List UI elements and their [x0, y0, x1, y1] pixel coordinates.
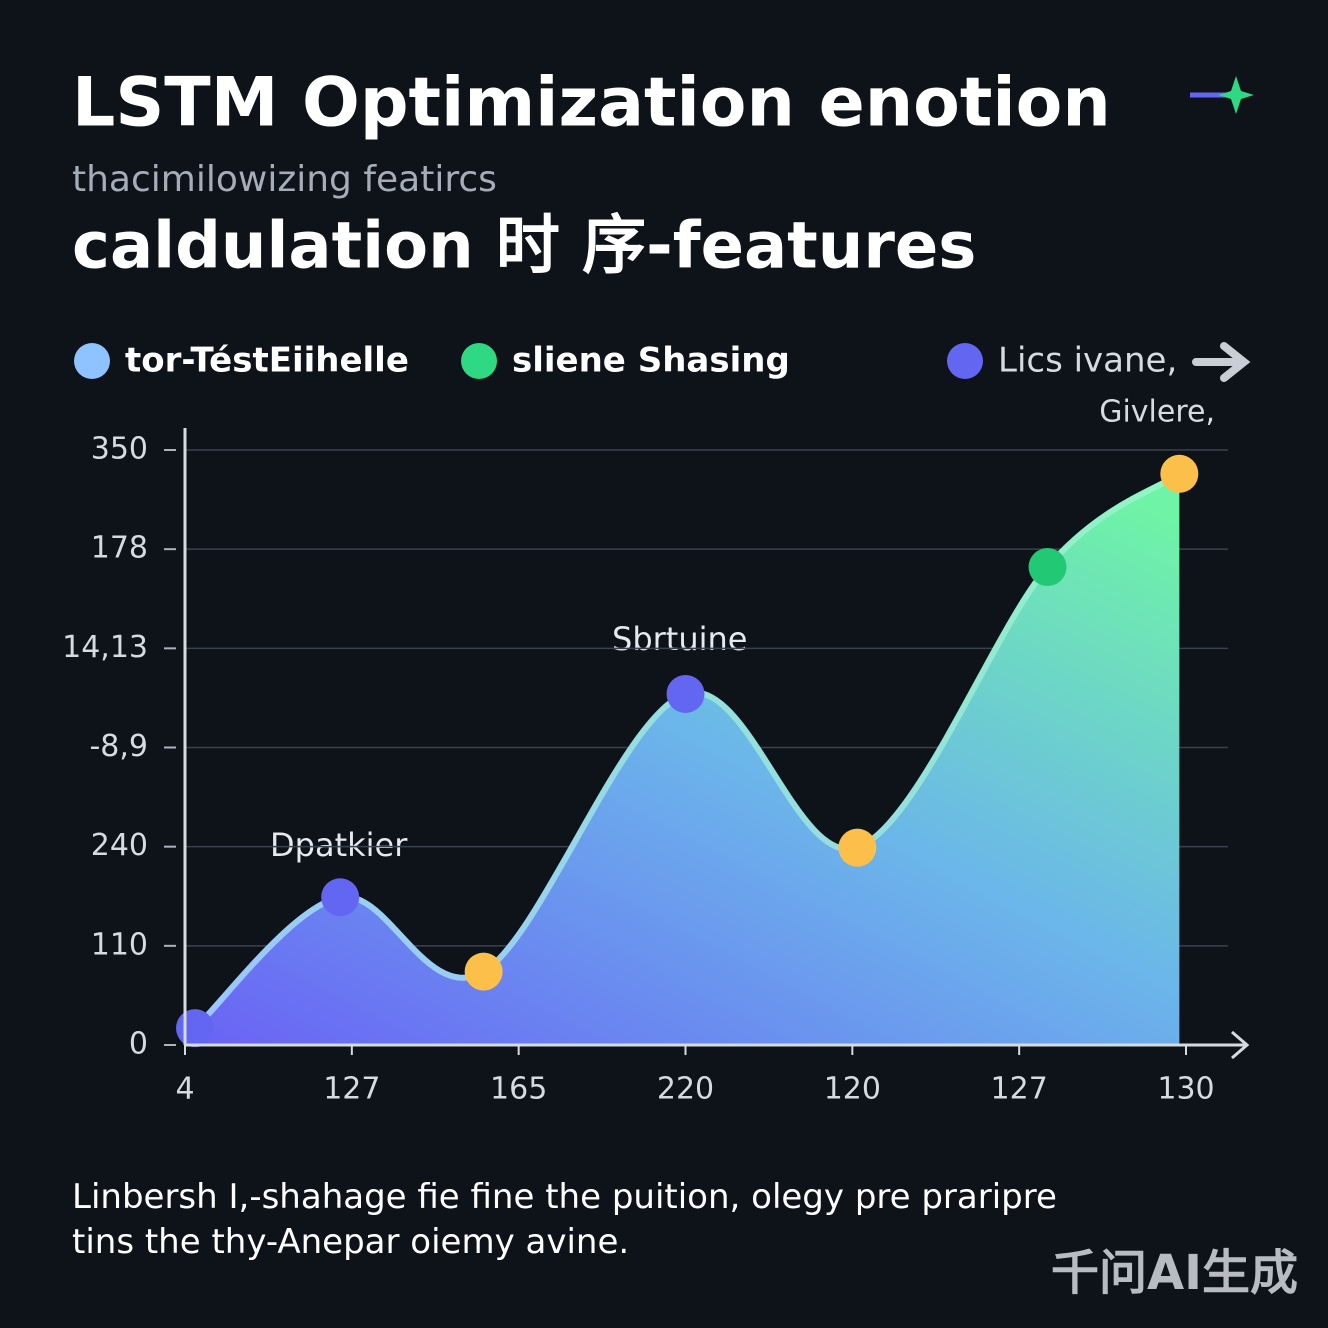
y-tick-label: 110 [91, 927, 148, 962]
data-point [838, 828, 877, 867]
x-tick-label: 127 [323, 1072, 380, 1107]
data-point [666, 674, 705, 713]
area [195, 473, 1180, 1045]
annotation: Givlere, [1099, 395, 1215, 430]
chart-subtitle: thacimilowizing featircs [72, 159, 497, 200]
y-tick-label: -8,9 [89, 729, 148, 764]
y-tick-label: 240 [91, 828, 148, 863]
x-tick-label: 130 [1157, 1072, 1214, 1107]
x-tick-label: 165 [490, 1072, 547, 1107]
watermark: 千问AI生成 [1051, 1245, 1298, 1301]
y-tick-label: 0 [129, 1027, 148, 1062]
legend-swatch [461, 343, 497, 379]
chart-title: LSTM Optimization enotion [72, 64, 1111, 143]
data-point [176, 1009, 215, 1048]
annotation: Sbrtuine [612, 620, 747, 658]
footer-line: Linbersh I,-shahage fie fine the puition… [72, 1177, 1057, 1262]
x-tick-label: 220 [657, 1072, 714, 1107]
legend-swatch [74, 343, 110, 379]
data-point [1160, 454, 1199, 493]
legend-label: Lics ivane, [998, 341, 1177, 381]
legend-arrow [1192, 342, 1251, 382]
y-tick-label: 350 [91, 432, 148, 467]
data-point [464, 952, 503, 991]
legend-swatch [947, 343, 983, 379]
sparkle-icon [1190, 76, 1254, 114]
x-tick-label: 120 [824, 1072, 881, 1107]
x-tick-label: 127 [991, 1072, 1048, 1107]
annotation: Dpatkier [270, 826, 408, 864]
chart-heading: caldulation 时 序-features [72, 210, 976, 284]
data-point [321, 878, 360, 917]
legend-label: tor-TéstEiihelle [125, 341, 409, 381]
x-axis [185, 1030, 1250, 1060]
legend-label: sliene Shasing [512, 341, 790, 381]
y-tick-label: 14,13 [62, 630, 148, 665]
y-tick-label: 178 [91, 531, 148, 566]
x-tick-label: 4 [175, 1072, 194, 1107]
data-point [1028, 548, 1067, 587]
